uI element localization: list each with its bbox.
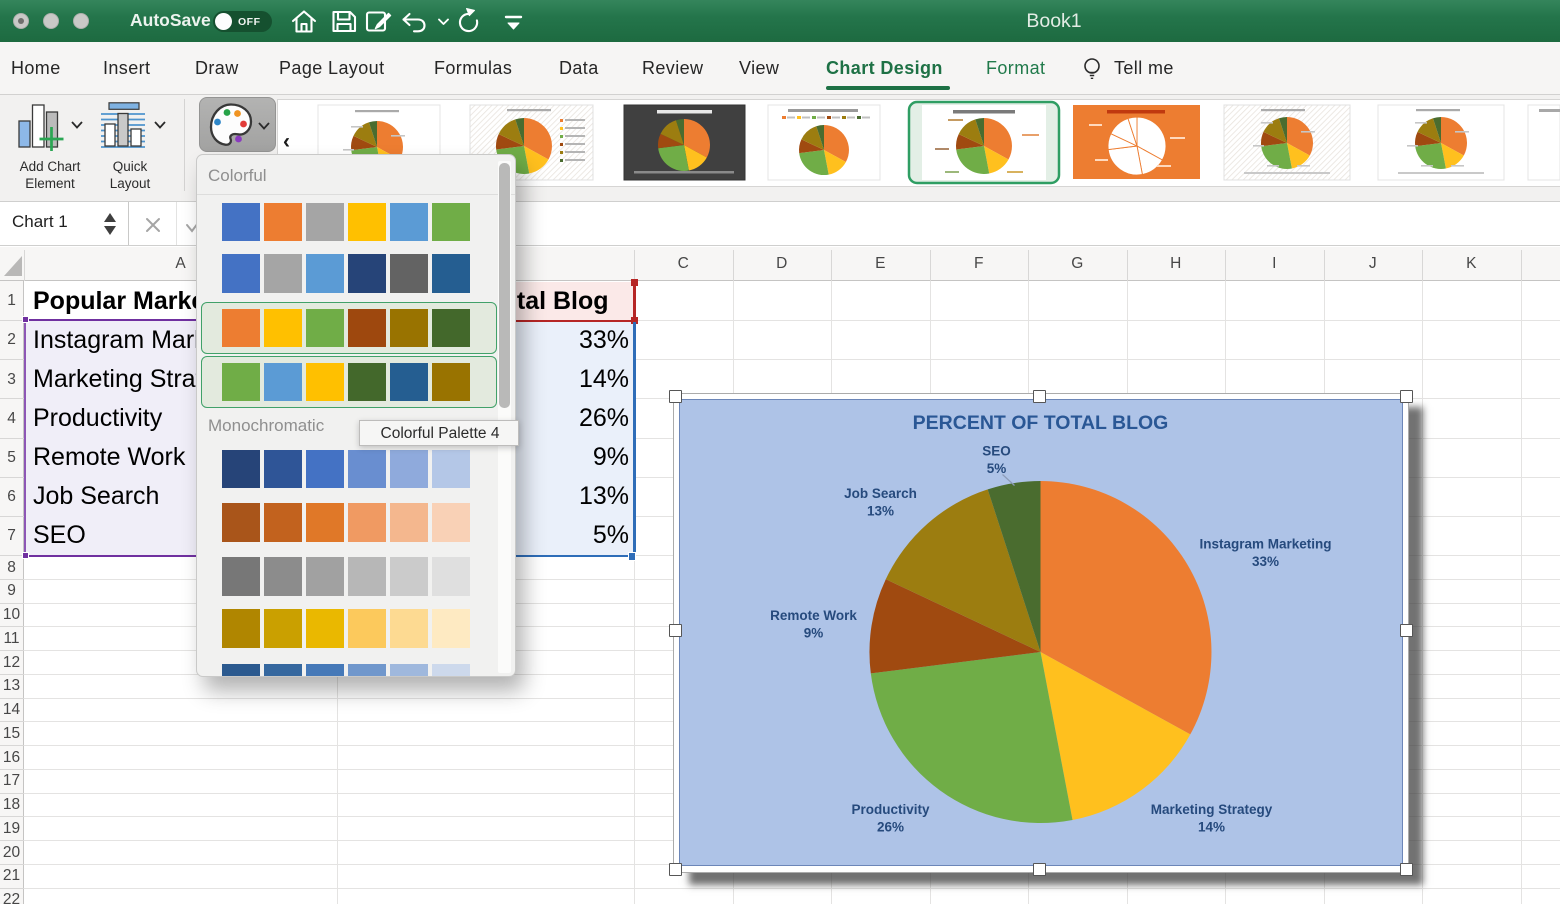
svg-text:13%: 13% (866, 503, 893, 518)
svg-text:Instagram Marketing: Instagram Marketing (1199, 536, 1331, 551)
svg-text:9%: 9% (803, 625, 823, 640)
svg-text:Job Search: Job Search (844, 485, 917, 500)
svg-text:14%: 14% (1197, 819, 1224, 834)
svg-text:Marketing Strategy: Marketing Strategy (1150, 801, 1272, 816)
svg-text:SEO: SEO (982, 443, 1011, 458)
svg-text:Productivity: Productivity (851, 801, 930, 816)
svg-text:PERCENT OF TOTAL BLOG: PERCENT OF TOTAL BLOG (912, 412, 1168, 434)
svg-text:33%: 33% (1251, 553, 1278, 568)
svg-text:5%: 5% (986, 460, 1006, 475)
svg-text:Remote Work: Remote Work (770, 607, 857, 622)
svg-text:26%: 26% (876, 819, 903, 834)
